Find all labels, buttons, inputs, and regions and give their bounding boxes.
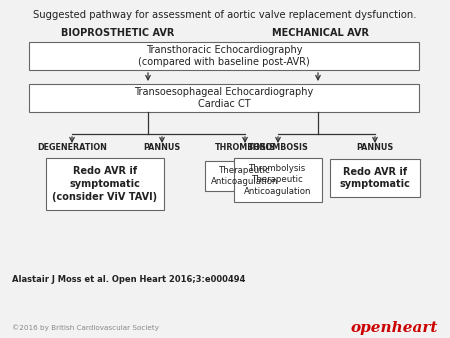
Bar: [29, 84, 419, 112]
Text: BIOPROSTHETIC AVR: BIOPROSTHETIC AVR: [61, 28, 175, 38]
Text: Thrombolysis
Therapeutic
Anticoagulation: Thrombolysis Therapeutic Anticoagulation: [244, 164, 312, 196]
Bar: [46, 158, 164, 210]
Bar: [29, 42, 419, 70]
Text: Redo AVR if
symptomatic
(consider ViV TAVI): Redo AVR if symptomatic (consider ViV TA…: [53, 166, 158, 202]
Text: Suggested pathway for assessment of aortic valve replacement dysfunction.: Suggested pathway for assessment of aort…: [33, 10, 417, 20]
Bar: [205, 161, 285, 191]
Text: PANNUS: PANNUS: [356, 144, 394, 152]
Text: THROMBOSIS: THROMBOSIS: [215, 144, 275, 152]
Text: openheart: openheart: [351, 321, 438, 335]
Text: Therapeutic
Anticoagulation: Therapeutic Anticoagulation: [211, 166, 279, 186]
Text: MECHANICAL AVR: MECHANICAL AVR: [271, 28, 369, 38]
Bar: [234, 158, 322, 202]
Text: Alastair J Moss et al. Open Heart 2016;3:e000494: Alastair J Moss et al. Open Heart 2016;3…: [12, 275, 245, 285]
Text: ©2016 by British Cardiovascular Society: ©2016 by British Cardiovascular Society: [12, 325, 159, 331]
Text: DEGENERATION: DEGENERATION: [37, 144, 107, 152]
Text: Transthoracic Echocardiography
(compared with baseline post-AVR): Transthoracic Echocardiography (compared…: [138, 45, 310, 67]
Text: THROMBOSIS: THROMBOSIS: [248, 144, 308, 152]
Text: Redo AVR if
symptomatic: Redo AVR if symptomatic: [340, 167, 410, 189]
Text: PANNUS: PANNUS: [144, 144, 180, 152]
Text: Transoesophageal Echocardiography
Cardiac CT: Transoesophageal Echocardiography Cardia…: [135, 87, 314, 110]
Bar: [330, 159, 420, 197]
